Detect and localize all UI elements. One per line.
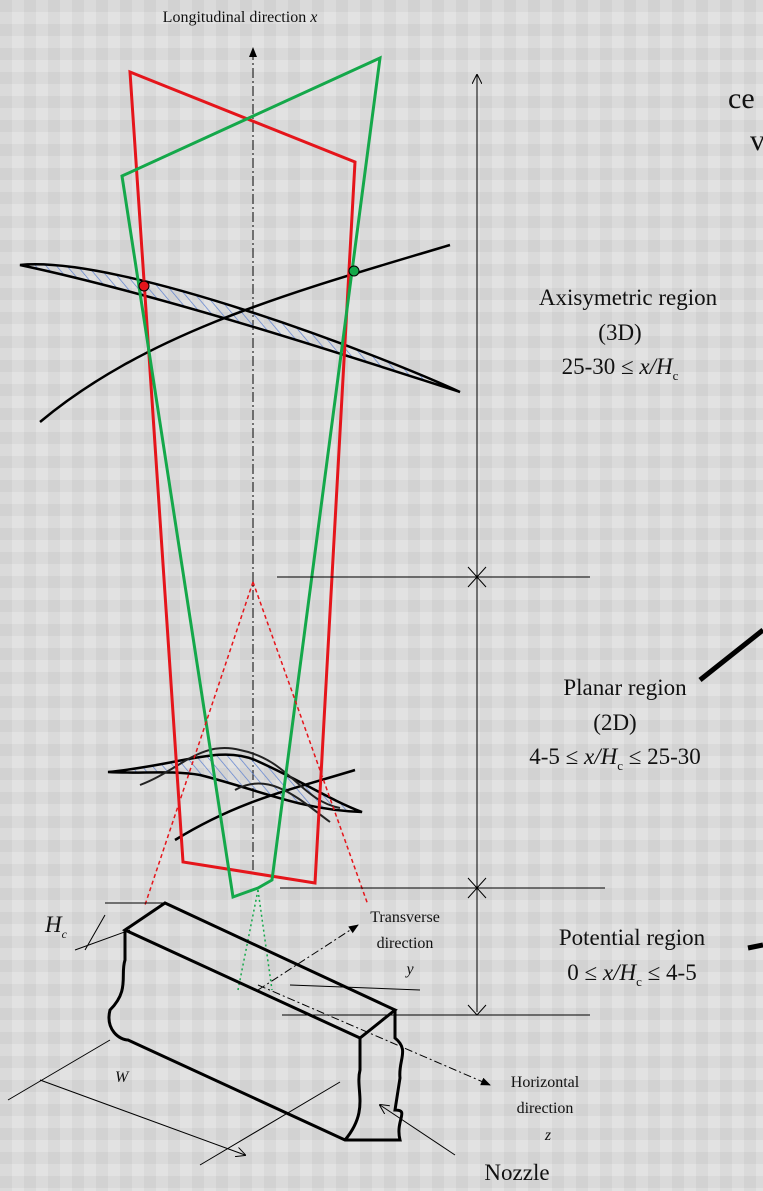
region-name: Potential region bbox=[559, 925, 706, 950]
text-part: ≤ 25-30 bbox=[623, 744, 701, 769]
label: W bbox=[115, 1069, 130, 1086]
region-dim: (2D) bbox=[593, 710, 636, 735]
fragment: v bbox=[750, 124, 763, 157]
label: Nozzle bbox=[484, 1160, 549, 1185]
text-part: 25-30 ≤ bbox=[562, 354, 640, 379]
label: direction bbox=[377, 935, 434, 952]
text-part: x/H bbox=[602, 960, 638, 985]
point bbox=[349, 266, 359, 276]
label: Transverse bbox=[370, 909, 440, 926]
point bbox=[139, 281, 149, 291]
label: z bbox=[544, 1127, 552, 1144]
text-part: 4-5 ≤ bbox=[529, 744, 584, 769]
background bbox=[0, 0, 763, 1191]
region-name: Planar region bbox=[563, 675, 687, 700]
label: y bbox=[404, 961, 414, 978]
region-range: 4-5 ≤ x/Hc ≤ 25-30 bbox=[529, 744, 701, 773]
region-range: 25-30 ≤ x/Hc bbox=[562, 354, 679, 383]
region-range: 0 ≤ x/Hc ≤ 4-5 bbox=[567, 960, 696, 989]
text-part: c bbox=[673, 368, 679, 383]
text-part: x bbox=[309, 9, 317, 26]
text-part: H bbox=[44, 912, 63, 937]
text-part: Longitudinal direction bbox=[163, 9, 307, 26]
page: Longitudinal direction x ce v Axisymetri… bbox=[0, 0, 763, 1191]
text-part: x/H bbox=[583, 744, 619, 769]
label: Horizontal bbox=[511, 1074, 580, 1091]
text-part: x/H bbox=[638, 354, 674, 379]
fragment: ce bbox=[728, 82, 755, 115]
label: Longitudinal direction x bbox=[163, 9, 318, 26]
region-name: Axisymetric region bbox=[539, 285, 718, 310]
text-part: c bbox=[62, 927, 68, 941]
label: direction bbox=[517, 1100, 574, 1117]
text-part: 0 ≤ bbox=[567, 960, 603, 985]
region-dim: (3D) bbox=[598, 320, 641, 345]
diagram: Longitudinal direction x ce v Axisymetri… bbox=[0, 0, 763, 1191]
text-part: ≤ 4-5 bbox=[642, 960, 697, 985]
